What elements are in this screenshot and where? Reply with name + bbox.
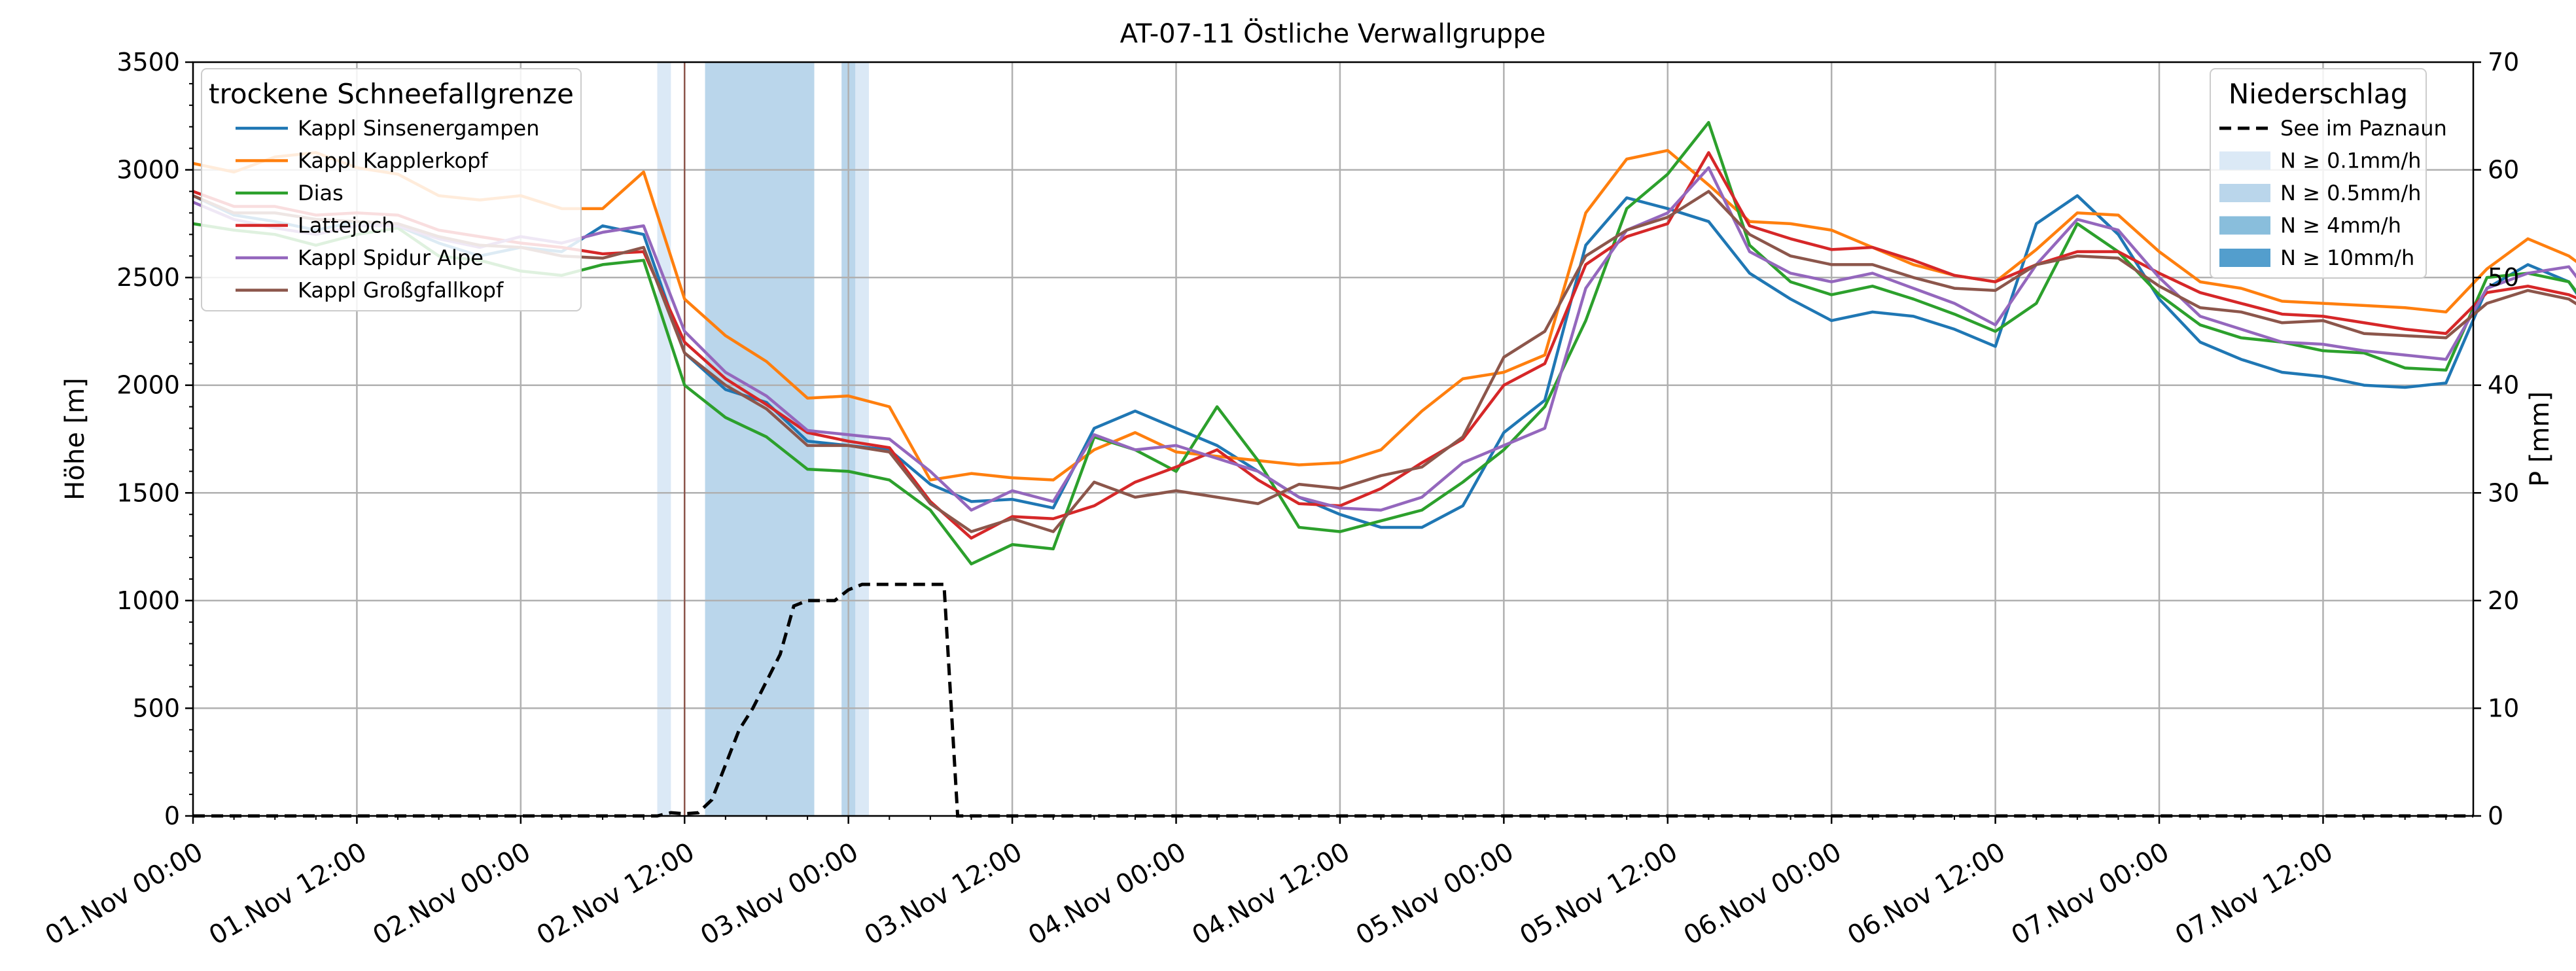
y-tick-label: 2500 [116,263,180,292]
x-tick-label: 06.Nov 12:00 [1843,837,2011,951]
legend-label: Kappl Kapplerkopf [298,149,488,173]
precipitation-line [193,582,2473,818]
legend-label: Lattejoch [298,213,395,238]
legend-label: Kappl Großgfallkopf [298,278,504,303]
x-tick-label: 07.Nov 00:00 [2006,837,2174,951]
legend-swatch-band-3 [2219,216,2270,235]
x-tick-label: 03.Nov 12:00 [860,837,1028,951]
legend-title: Niederschlag [2229,78,2408,110]
legend-label: N ≥ 10mm/h [2280,245,2414,270]
legend-label: See im Paznaun [2280,116,2447,141]
y-axis-label: Höhe [m] [60,378,90,500]
legend-label: N ≥ 0.5mm/h [2280,181,2421,205]
x-tick-label: 04.Nov 12:00 [1187,837,1355,951]
x-tick-label: 05.Nov 00:00 [1351,837,1519,951]
y2-tick-label: 60 [2488,156,2519,185]
x-tick-label: 03.Nov 00:00 [696,837,864,951]
y-tick-label: 2000 [116,371,180,400]
x-tick-label: 02.Nov 00:00 [368,837,536,951]
y-tick-label: 0 [164,802,180,830]
precip-band [705,62,815,816]
y-tick-label: 3000 [116,156,180,185]
legend-swatch-band-4 [2219,249,2270,267]
y-tick-label: 3500 [116,48,180,77]
legend-swatch-band-1 [2219,151,2270,170]
series-lines [192,120,2576,566]
legend-swatch-band-2 [2219,184,2270,202]
series-line-3 [192,150,2576,540]
y-tick-label: 1000 [116,586,180,615]
y2-axis-label: P [mm] [2525,391,2555,487]
legend-label: Dias [298,181,344,205]
y2-tick-label: 50 [2488,263,2519,292]
legend-title: trockene Schneefallgrenze [209,78,574,110]
precip-series-line [193,582,2473,818]
series-line-4 [192,166,2576,512]
y2-tick-label: 10 [2488,694,2519,722]
chart-title: AT-07-11 Östliche Verwallgruppe [1120,18,1546,49]
precipitation-bands [657,62,869,816]
legend-label: N ≥ 4mm/h [2280,213,2401,238]
legend-label: N ≥ 0.1mm/h [2280,149,2421,173]
legend-label: Kappl Spidur Alpe [298,245,484,270]
y2-tick-label: 20 [2488,586,2519,615]
y2-tick-label: 40 [2488,371,2519,400]
y2-tick-label: 0 [2488,802,2503,830]
precip-band [657,62,671,816]
plot-frame [192,61,2475,817]
legend-box [201,68,582,311]
legend-label: Kappl Sinsenergampen [298,116,540,141]
y-tick-label: 1500 [116,478,180,507]
x-tick-label: 01.Nov 12:00 [204,837,372,951]
x-tick-label: 02.Nov 12:00 [532,837,700,951]
series-line-5 [192,190,2576,533]
y2-tick-label: 30 [2488,478,2519,507]
x-tick-label: 07.Nov 12:00 [2170,837,2338,951]
series-line-2 [192,120,2576,566]
legend-snowfall-limit: trockene Schneefallgrenze Kappl Sinsenerg… [201,68,582,311]
x-tick-label: 05.Nov 12:00 [1515,837,1683,951]
x-tick-label: 06.Nov 00:00 [1679,837,1847,951]
legend-precipitation: Niederschlag See im Paznaun N ≥ 0.1mm/h N ≥… [2210,68,2447,279]
y-tick-label: 500 [132,694,180,722]
series-line-1 [192,149,2576,482]
x-tick-label: 01.Nov 00:00 [40,837,208,951]
y2-tick-label: 70 [2488,48,2519,77]
x-tick-label: 04.Nov 00:00 [1023,837,1191,951]
